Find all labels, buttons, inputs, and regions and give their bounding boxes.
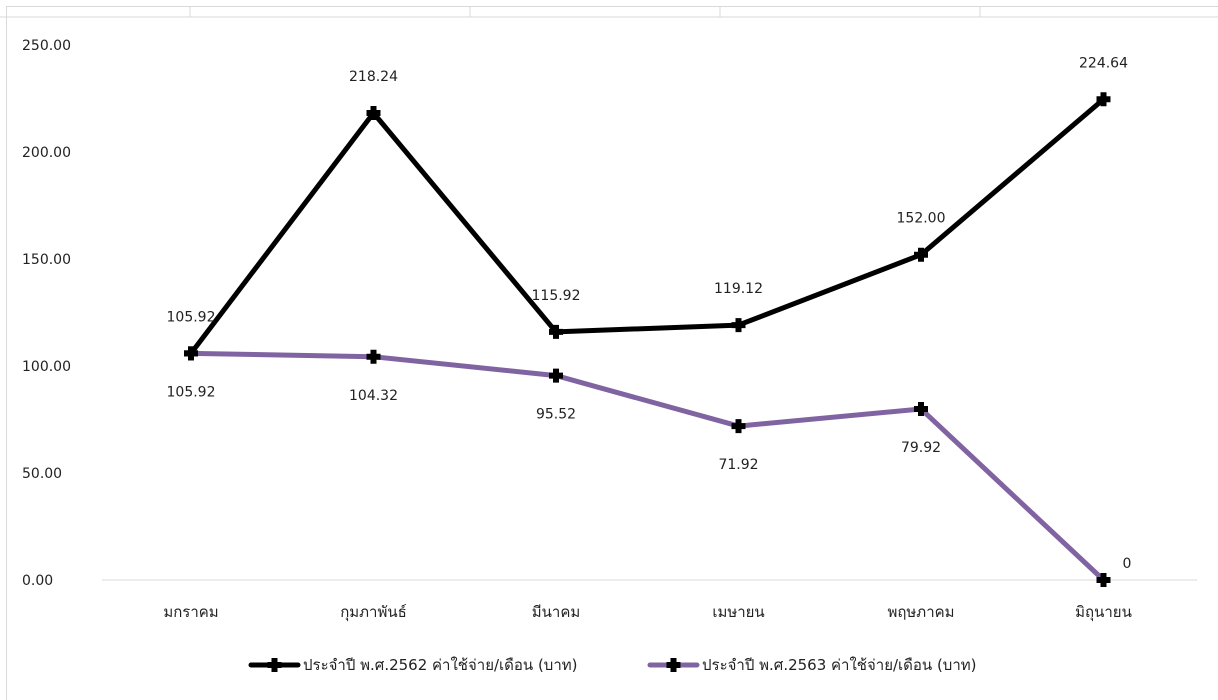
data-point — [914, 247, 928, 262]
legend: ประจำปี พ.ศ.2562 ค่าใช้จ่าย/เดือน (บาท) … — [248, 656, 976, 674]
data-point — [184, 346, 198, 361]
series-layer — [184, 92, 1111, 587]
data-point — [549, 368, 563, 383]
data-label: 0 — [1123, 556, 1132, 572]
data-label: 105.92 — [167, 384, 216, 400]
data-label: 105.92 — [167, 309, 216, 325]
x-tick-label: เมษายน — [712, 603, 764, 621]
data-point — [549, 324, 563, 339]
legend-item-2563: ประจำปี พ.ศ.2563 ค่าใช้จ่าย/เดือน (บาท) — [647, 656, 976, 674]
x-tick-label: มีนาคม — [532, 603, 581, 621]
data-label: 218.24 — [349, 69, 398, 85]
data-point — [366, 105, 381, 120]
data-label: 119.12 — [714, 281, 763, 297]
legend-label: ประจำปี พ.ศ.2563 ค่าใช้จ่าย/เดือน (บาท) — [702, 656, 976, 674]
legend-marker-icon — [666, 658, 681, 672]
x-tick-label: มิถุนายน — [1075, 603, 1132, 622]
data-label: 224.64 — [1079, 55, 1128, 71]
y-tick-label: 200.00 — [22, 145, 71, 161]
data-point — [914, 401, 928, 416]
data-point — [1096, 573, 1111, 587]
y-tick-label: 150.00 — [22, 252, 71, 268]
data-point — [731, 318, 746, 333]
data-label: 152.00 — [897, 211, 946, 227]
data-label: 79.92 — [901, 440, 941, 456]
data-label: 115.92 — [532, 288, 581, 304]
y-tick-label: 0.00 — [22, 573, 53, 589]
data-label: 71.92 — [718, 457, 758, 473]
data-point — [366, 349, 381, 364]
series-line-0 — [188, 96, 1106, 356]
chart-border — [6, 6, 1218, 700]
x-axis-ticks: มกราคม กุมภาพันธ์ มีนาคม เมษายน พฤษภาคม มิถุน… — [163, 603, 1132, 622]
y-axis-ticks: 0.00 50.00 100.00 150.00 200.00 250.00 — [22, 38, 71, 589]
data-point — [1096, 92, 1111, 107]
x-tick-label: กุมภาพันธ์ — [340, 603, 407, 622]
data-label: 104.32 — [349, 388, 398, 404]
data-label: 95.52 — [536, 407, 576, 423]
y-tick-label: 100.00 — [22, 359, 71, 375]
legend-label: ประจำปี พ.ศ.2562 ค่าใช้จ่าย/เดือน (บาท) — [303, 656, 577, 674]
data-point — [731, 419, 746, 434]
legend-item-2562: ประจำปี พ.ศ.2562 ค่าใช้จ่าย/เดือน (บาท) — [248, 656, 577, 674]
data-labels: 105.92 218.24 115.92 119.12 152.00 224.64 105.… — [167, 55, 1132, 572]
y-tick-label: 50.00 — [22, 466, 62, 482]
series-line-1 — [188, 350, 1106, 583]
y-tick-label: 250.00 — [22, 38, 71, 54]
x-tick-label: มกราคม — [163, 603, 218, 621]
legend-marker-icon — [267, 658, 282, 672]
x-tick-label: พฤษภาคม — [887, 603, 954, 621]
